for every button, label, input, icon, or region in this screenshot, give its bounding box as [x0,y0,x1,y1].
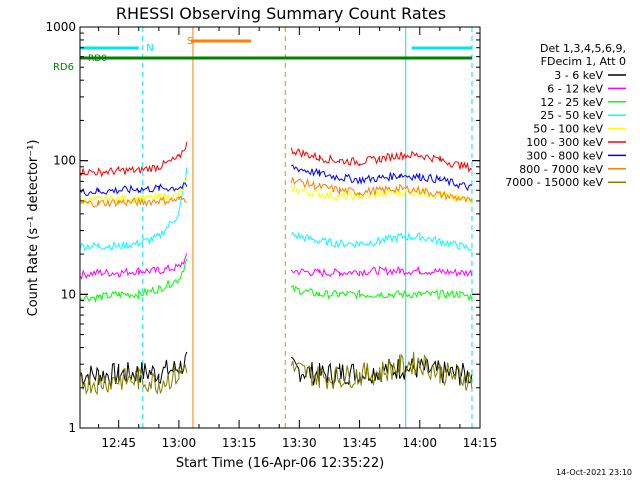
x-tick-label-1400: 14:00 [402,436,437,450]
flag-label-n: N [146,43,153,54]
x-tick-label-1345: 13:45 [342,436,377,450]
series-8-line-1 [290,351,473,391]
legend-entry-label-4: 50 - 100 keV [533,123,603,136]
series-6-line-1 [291,164,473,192]
flag-label-rd6: RD6 [53,62,74,73]
legend-entry-label-8: 7000 - 15000 keV [505,176,603,189]
series-1-line-0 [79,253,188,280]
series-7-line-1 [290,177,473,204]
series-4-line-0 [79,177,188,206]
x-tick-label-1415: 14:15 [463,436,498,450]
y-tick-label-1: 1 [68,421,76,435]
legend-header-line-1: FDecim 1, Att 0 [541,55,626,68]
x-axis-label: Start Time (16-Apr-06 12:35:22) [176,456,384,471]
series-3-line-1 [290,231,473,251]
legend-entry-label-5: 100 - 300 keV [526,136,603,149]
legend-entry-label-1: 6 - 12 keV [547,82,603,95]
legend-entry-label-3: 25 - 50 keV [540,109,603,122]
legend-entry-label-2: 12 - 25 keV [540,96,603,109]
flag-label-rd0: RD0 [88,54,107,64]
series-2-line-1 [290,284,473,302]
legend-entry-label-6: 300 - 800 keV [526,149,603,162]
series-7-line-0 [79,195,187,209]
series-1-line-1 [290,265,473,278]
chart-title: RHESSI Observing Summary Count Rates [116,4,446,23]
x-tick-label-1330: 13:30 [282,436,317,450]
y-tick-label-1000: 1000 [45,20,76,34]
series-8-line-0 [79,363,188,396]
series-3-line-0 [79,167,188,252]
x-tick-label-1245: 12:45 [101,436,136,450]
x-tick-label-1315: 13:15 [222,436,257,450]
plot-frame [79,26,481,429]
series-0-line-1 [290,356,473,387]
series-6-line-0 [79,182,188,196]
y-tick-label-100: 100 [53,154,76,168]
series-2-line-0 [79,258,188,303]
flag-label-s: S [187,36,193,47]
series-5-line-0 [79,141,188,178]
legend-entry-label-0: 3 - 6 keV [554,69,603,82]
legend-entry-label-7: 800 - 7000 keV [519,163,603,176]
series-5-line-1 [290,147,473,173]
y-axis-label: Count Rate (s⁻¹ detector⁻¹) [26,140,41,317]
plot-timestamp: 14-Oct-2021 23:10 [556,468,632,477]
series-0-line-0 [79,351,188,388]
legend-header-line-0: Det 1,3,4,5,6,9, [540,42,626,55]
x-tick-label-1300: 13:00 [162,436,197,450]
y-tick-label-10: 10 [61,287,76,301]
